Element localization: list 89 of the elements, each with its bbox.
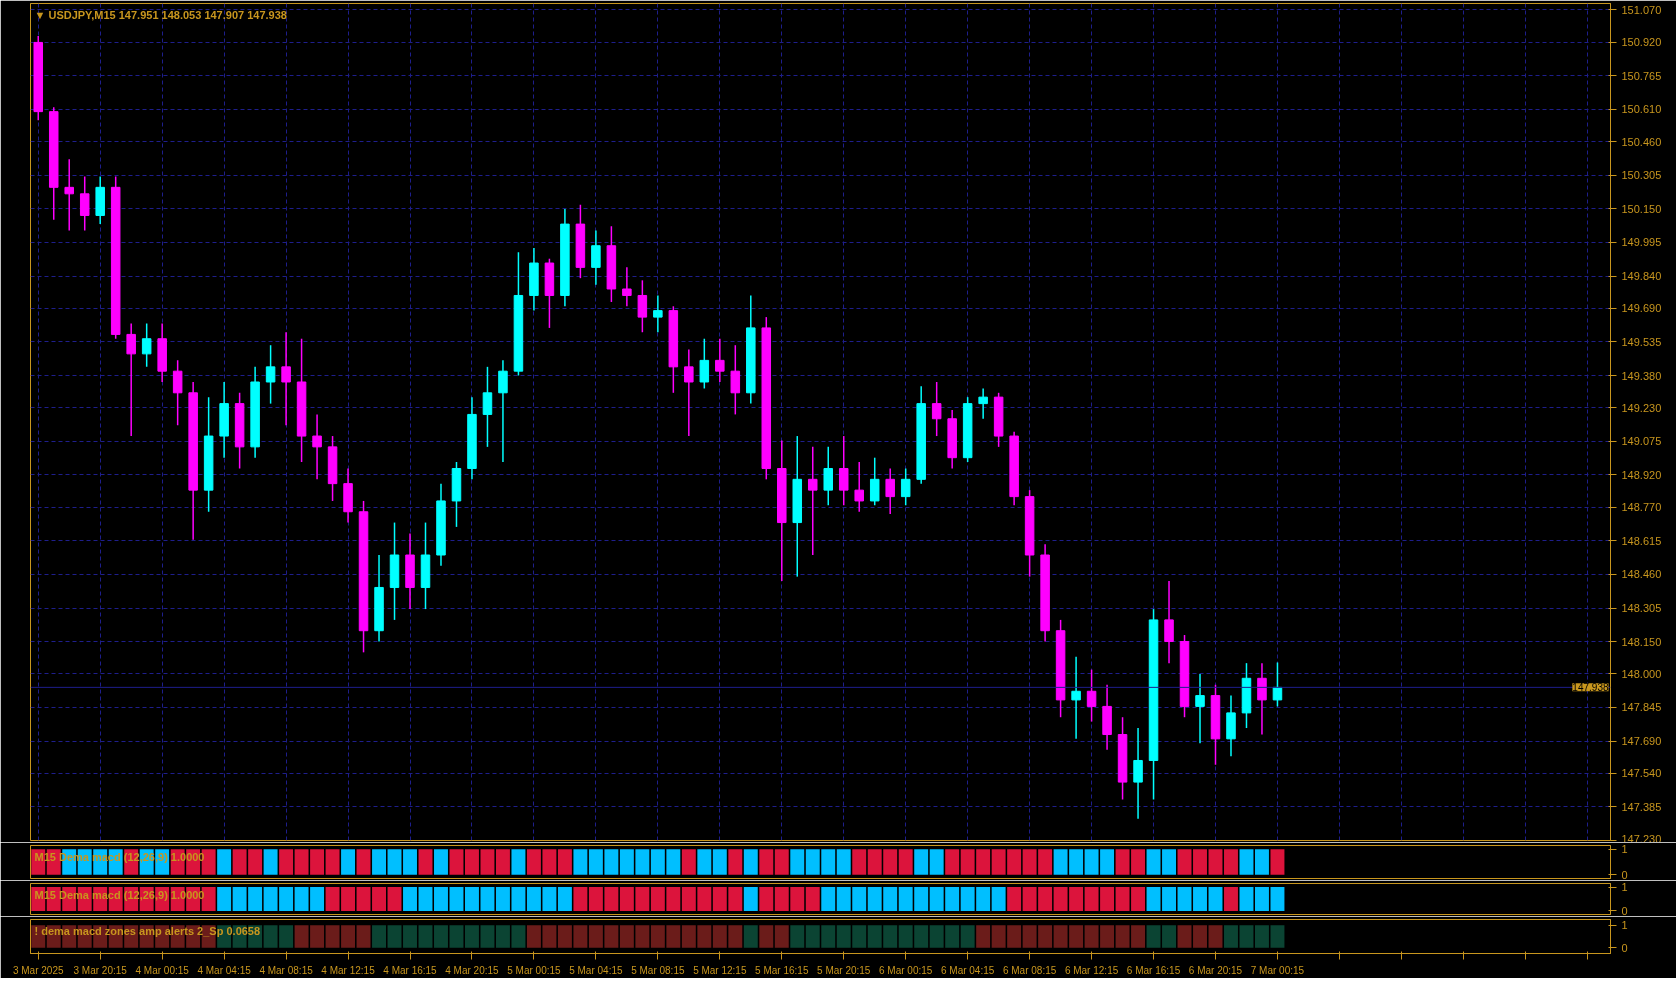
y-tick-label: 149.840	[1621, 270, 1662, 283]
candlestick	[482, 366, 493, 448]
ref-line-label: 147.938	[1572, 682, 1609, 694]
x-tick-label: 6 Mar 00:15	[879, 964, 933, 976]
y-tick-label: 147.230	[1621, 832, 1662, 845]
y-tick-label: 149.535	[1621, 335, 1662, 348]
x-tick-label: 6 Mar 04:15	[940, 964, 995, 976]
candlestick	[730, 344, 741, 416]
x-tick-label: 3 Mar 20:15	[73, 964, 128, 976]
x-tick-label: 6 Mar 08:15	[1002, 964, 1057, 976]
candlestick	[591, 229, 601, 286]
x-tick-label: 4 Mar 04:15	[197, 964, 252, 976]
y-tick-label: 150.150	[1621, 202, 1662, 215]
y-tick-label: 148.920	[1621, 468, 1662, 481]
y-tick-label: 0	[1621, 941, 1628, 954]
y-tick-label: 149.075	[1621, 435, 1662, 448]
candlestick	[498, 359, 508, 463]
y-tick-label: 147.540	[1621, 767, 1662, 780]
candlestick	[1195, 673, 1205, 744]
x-tick-label: 4 Mar 08:15	[259, 964, 314, 976]
y-tick-label: 149.380	[1621, 369, 1662, 382]
y-tick-label: 148.615	[1621, 534, 1662, 547]
candlestick	[64, 158, 74, 232]
x-tick-label: 5 Mar 08:15	[631, 964, 685, 976]
candlestick	[653, 294, 663, 333]
candlestick	[699, 337, 710, 390]
candlestick	[900, 467, 911, 507]
x-tick-label: 5 Mar 16:15	[755, 964, 809, 976]
candlestick	[808, 446, 818, 556]
y-tick-label: 150.460	[1621, 135, 1662, 148]
y-tick-label: 149.690	[1621, 302, 1662, 315]
y-tick-label: 147.690	[1621, 735, 1662, 748]
candlestick	[869, 456, 880, 507]
x-tick-label: 4 Mar 00:15	[135, 964, 190, 976]
y-tick-label: 147.385	[1621, 800, 1662, 813]
y-tick-label: 147.845	[1621, 701, 1662, 714]
x-tick-label: 4 Mar 16:15	[383, 964, 438, 976]
candlestick	[141, 322, 152, 368]
x-tick-label: 6 Mar 12:15	[1064, 964, 1119, 976]
candlestick	[838, 435, 849, 507]
y-tick-label: 151.070	[1621, 3, 1662, 16]
candlestick	[1272, 661, 1283, 708]
candlestick	[854, 461, 864, 513]
y-tick-label: 1	[1621, 881, 1628, 894]
candlestick	[312, 413, 322, 481]
candlestick	[885, 467, 895, 515]
y-tick-label: 148.460	[1621, 568, 1662, 581]
y-tick-label: 148.150	[1621, 635, 1662, 648]
x-tick-label: 5 Mar 12:15	[693, 964, 747, 976]
y-tick-label: 0	[1621, 868, 1628, 881]
y-tick-label: 150.920	[1621, 36, 1662, 49]
candlestick	[1133, 727, 1143, 820]
candlestick	[172, 359, 183, 426]
x-tick-label: 5 Mar 04:15	[569, 964, 624, 976]
candlestick	[1164, 580, 1174, 664]
y-tick-label: 150.305	[1621, 169, 1662, 182]
y-tick-label: 149.230	[1621, 401, 1662, 414]
candlestick	[622, 266, 632, 308]
candlestick	[1071, 655, 1081, 740]
y-tick-label: 1	[1621, 843, 1628, 856]
candlestick	[126, 322, 136, 437]
x-tick-label: 6 Mar 16:15	[1126, 964, 1181, 976]
y-tick-label: 0	[1621, 904, 1628, 917]
y-tick-label: 150.610	[1621, 103, 1662, 116]
candlestick	[931, 381, 942, 437]
candlestick	[281, 331, 291, 426]
y-tick-label: 148.000	[1621, 667, 1662, 680]
y-tick-label: 149.995	[1621, 236, 1662, 249]
candlestick	[1257, 662, 1267, 736]
x-tick-label: 3 Mar 2025	[12, 964, 64, 976]
x-tick-label: 5 Mar 00:15	[507, 964, 562, 976]
y-tick-label: 1	[1621, 919, 1628, 932]
y-tick-label: 148.770	[1621, 501, 1662, 514]
candlestick	[637, 279, 648, 333]
candlestick	[265, 344, 276, 405]
candlestick	[823, 446, 833, 507]
candlestick	[79, 175, 90, 232]
x-tick-label: 7 Mar 00:15	[1250, 964, 1305, 976]
x-tick-label: 5 Mar 20:15	[817, 964, 871, 976]
candlestick	[1086, 668, 1097, 723]
x-tick-label: 4 Mar 12:15	[321, 964, 376, 976]
candlestick	[684, 348, 694, 437]
text: ▼ USDJPY,M15 147.951 148.053 147.907 147.938	[34, 8, 287, 21]
y-tick-label: 150.765	[1621, 69, 1662, 82]
candlestick	[978, 387, 988, 420]
y-tick-label: 148.305	[1621, 602, 1662, 614]
candlestick	[715, 337, 725, 383]
x-tick-label: 4 Mar 20:15	[445, 964, 500, 976]
x-tick-label: 6 Mar 20:15	[1188, 964, 1243, 976]
